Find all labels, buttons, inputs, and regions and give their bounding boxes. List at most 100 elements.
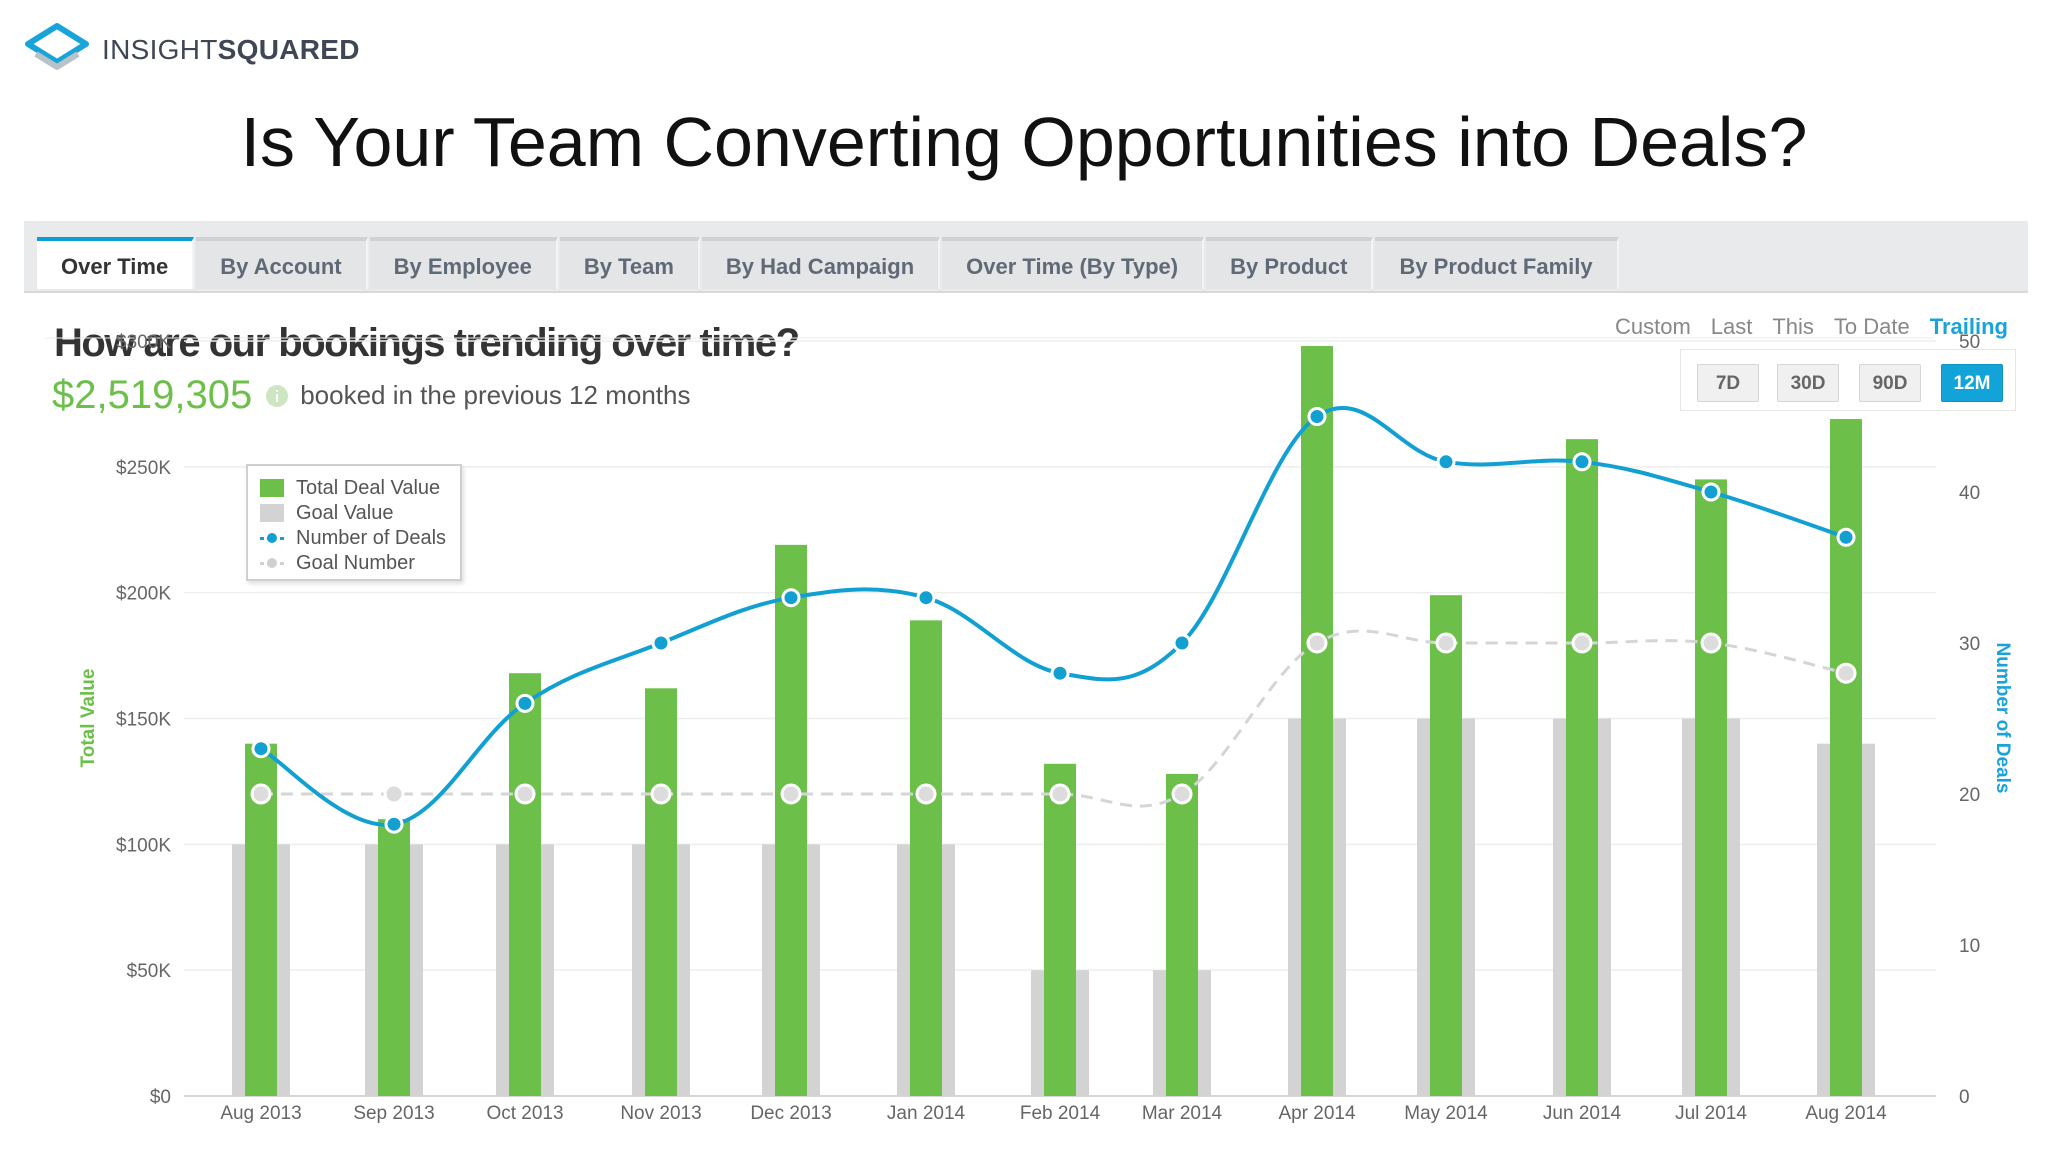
deal-value-bar[interactable] xyxy=(1166,773,1198,1096)
total-caption: booked in the previous 12 months xyxy=(300,380,691,410)
range-button-12m[interactable]: 12M xyxy=(1941,364,2003,402)
tabs: Over Time By Account By Employee By Team By … xyxy=(37,237,1621,289)
deal-value-bar[interactable] xyxy=(1695,479,1727,1097)
slide-title: Is Your Team Converting Opportunities in… xyxy=(240,103,1808,181)
x-tick-label: Jun 2014 xyxy=(1543,1103,1622,1124)
number-of-deals-point[interactable] xyxy=(1436,452,1456,472)
number-of-deals-point[interactable] xyxy=(1172,633,1192,653)
tab-bar: Over Time By Account By Employee By Team By … xyxy=(24,221,2028,293)
range-mode-to-date[interactable]: To Date xyxy=(1833,314,1910,339)
goal-number-point[interactable] xyxy=(383,783,405,805)
y2-tick-label: 10 xyxy=(1959,936,1980,957)
y-tick-label: $100K xyxy=(116,835,171,856)
legend-item-goal-value[interactable]: Goal Value xyxy=(260,501,393,525)
tab-over-time-by-type[interactable]: Over Time (By Type) xyxy=(942,237,1205,289)
number-of-deals-point[interactable] xyxy=(1836,527,1856,547)
number-of-deals-point[interactable] xyxy=(515,693,535,713)
tab-over-time[interactable]: Over Time xyxy=(37,237,195,289)
deal-value-bar[interactable] xyxy=(378,819,410,1096)
goal-number-point[interactable] xyxy=(1835,662,1857,684)
legend-swatch xyxy=(260,479,284,497)
x-tick-label: May 2014 xyxy=(1404,1103,1488,1124)
legend-swatch xyxy=(260,504,284,522)
logo: INSIGHTSQUARED xyxy=(24,22,360,78)
number-of-deals-point[interactable] xyxy=(1050,663,1070,683)
total-summary: $2,519,305 booked in the previous 12 mon… xyxy=(52,373,690,418)
goal-number-point[interactable] xyxy=(650,783,672,805)
number-of-deals-point[interactable] xyxy=(384,814,404,834)
logo-text: INSIGHTSQUARED xyxy=(102,34,360,65)
tab-by-employee[interactable]: By Employee xyxy=(369,237,558,289)
goal-number-point[interactable] xyxy=(1700,632,1722,654)
y2-tick-label: 0 xyxy=(1959,1087,1970,1108)
y2-axis-title: Number of Deals xyxy=(1992,643,2013,794)
deal-value-bar[interactable] xyxy=(1830,419,1862,1096)
x-tick-label: Dec 2013 xyxy=(750,1103,831,1124)
legend-swatch xyxy=(260,554,284,572)
range-mode-last[interactable]: Last xyxy=(1710,314,1753,339)
x-tick-label: Mar 2014 xyxy=(1142,1103,1223,1124)
range-mode-this[interactable]: This xyxy=(1772,314,1814,339)
legend-item-total-deal-value[interactable]: Total Deal Value xyxy=(260,476,440,500)
report-screenshot: Over Time By Account By Employee By Team By … xyxy=(24,221,2028,1152)
deal-value-bar[interactable] xyxy=(1301,346,1333,1096)
goal-number-point[interactable] xyxy=(250,783,272,805)
x-tick-label: Jan 2014 xyxy=(887,1103,966,1124)
goal-number-point[interactable] xyxy=(1435,632,1457,654)
goal-number-point[interactable] xyxy=(514,783,536,805)
range-button-7d[interactable]: 7D xyxy=(1697,364,1759,402)
y2-tick-label: 30 xyxy=(1959,634,1980,655)
number-of-deals-point[interactable] xyxy=(651,633,671,653)
number-of-deals-point[interactable] xyxy=(781,588,801,608)
info-icon[interactable] xyxy=(266,384,289,407)
tab-by-product-family[interactable]: By Product Family xyxy=(1375,237,1619,289)
y-tick-label: $300K xyxy=(116,332,171,353)
legend-item-goal-number[interactable]: Goal Number xyxy=(260,551,415,575)
total-value: $2,519,305 xyxy=(52,373,253,417)
deal-value-bar[interactable] xyxy=(645,688,677,1096)
y-axis-title: Total Value xyxy=(78,669,99,768)
legend-item-number-of-deals[interactable]: Number of Deals xyxy=(260,526,446,550)
goal-number-point[interactable] xyxy=(1306,632,1328,654)
date-range-modes: Custom Last This To Date Trailing xyxy=(1615,314,2008,340)
x-tick-label: Sep 2013 xyxy=(353,1103,434,1124)
range-button-90d[interactable]: 90D xyxy=(1859,364,1921,402)
insightsquared-logo-icon xyxy=(25,23,89,70)
legend-swatch xyxy=(260,529,284,547)
deal-value-bar[interactable] xyxy=(775,544,807,1096)
x-tick-label: Aug 2014 xyxy=(1805,1103,1887,1124)
number-of-deals-point[interactable] xyxy=(1307,407,1327,426)
x-tick-label: Aug 2013 xyxy=(220,1103,301,1124)
report-question: How are our bookings trending over time? xyxy=(54,321,800,365)
tab-by-product[interactable]: By Product xyxy=(1206,237,1374,289)
y2-tick-label: 50 xyxy=(1959,332,1980,353)
deal-value-bar[interactable] xyxy=(509,673,541,1096)
range-button-30d[interactable]: 30D xyxy=(1777,364,1839,402)
goal-number-point[interactable] xyxy=(780,783,802,805)
goal-number-point[interactable] xyxy=(1049,783,1071,805)
x-tick-label: Nov 2013 xyxy=(620,1103,701,1124)
y-tick-label: $250K xyxy=(116,458,171,479)
goal-number-point[interactable] xyxy=(1171,783,1193,805)
range-mode-custom[interactable]: Custom xyxy=(1614,314,1691,339)
y-tick-label: $50K xyxy=(127,961,172,982)
chart-legend: Total Deal Value Goal Value Number of De… xyxy=(246,464,462,581)
number-of-deals-point[interactable] xyxy=(1572,452,1592,472)
range-mode-trailing[interactable]: Trailing xyxy=(1929,314,2008,339)
y2-tick-label: 20 xyxy=(1959,785,1980,806)
legend-label: Number of Deals xyxy=(296,527,447,549)
goal-number-point[interactable] xyxy=(915,783,937,805)
x-tick-label: Jul 2014 xyxy=(1675,1103,1747,1124)
deal-value-bar[interactable] xyxy=(910,620,942,1096)
deal-value-bar[interactable] xyxy=(1044,763,1076,1096)
goal-number-point[interactable] xyxy=(1571,632,1593,654)
tab-by-account[interactable]: By Account xyxy=(196,237,368,289)
tab-by-had-campaign[interactable]: By Had Campaign xyxy=(701,237,941,289)
date-range-buttons: 7D 30D 90D 12M xyxy=(1680,349,2016,411)
tab-by-team[interactable]: By Team xyxy=(559,237,700,289)
number-of-deals-point[interactable] xyxy=(1701,482,1721,502)
number-of-deals-point[interactable] xyxy=(916,588,936,608)
number-of-deals-point[interactable] xyxy=(251,739,271,759)
deal-value-bar[interactable] xyxy=(1566,439,1598,1096)
deal-value-bar[interactable] xyxy=(1430,595,1462,1096)
